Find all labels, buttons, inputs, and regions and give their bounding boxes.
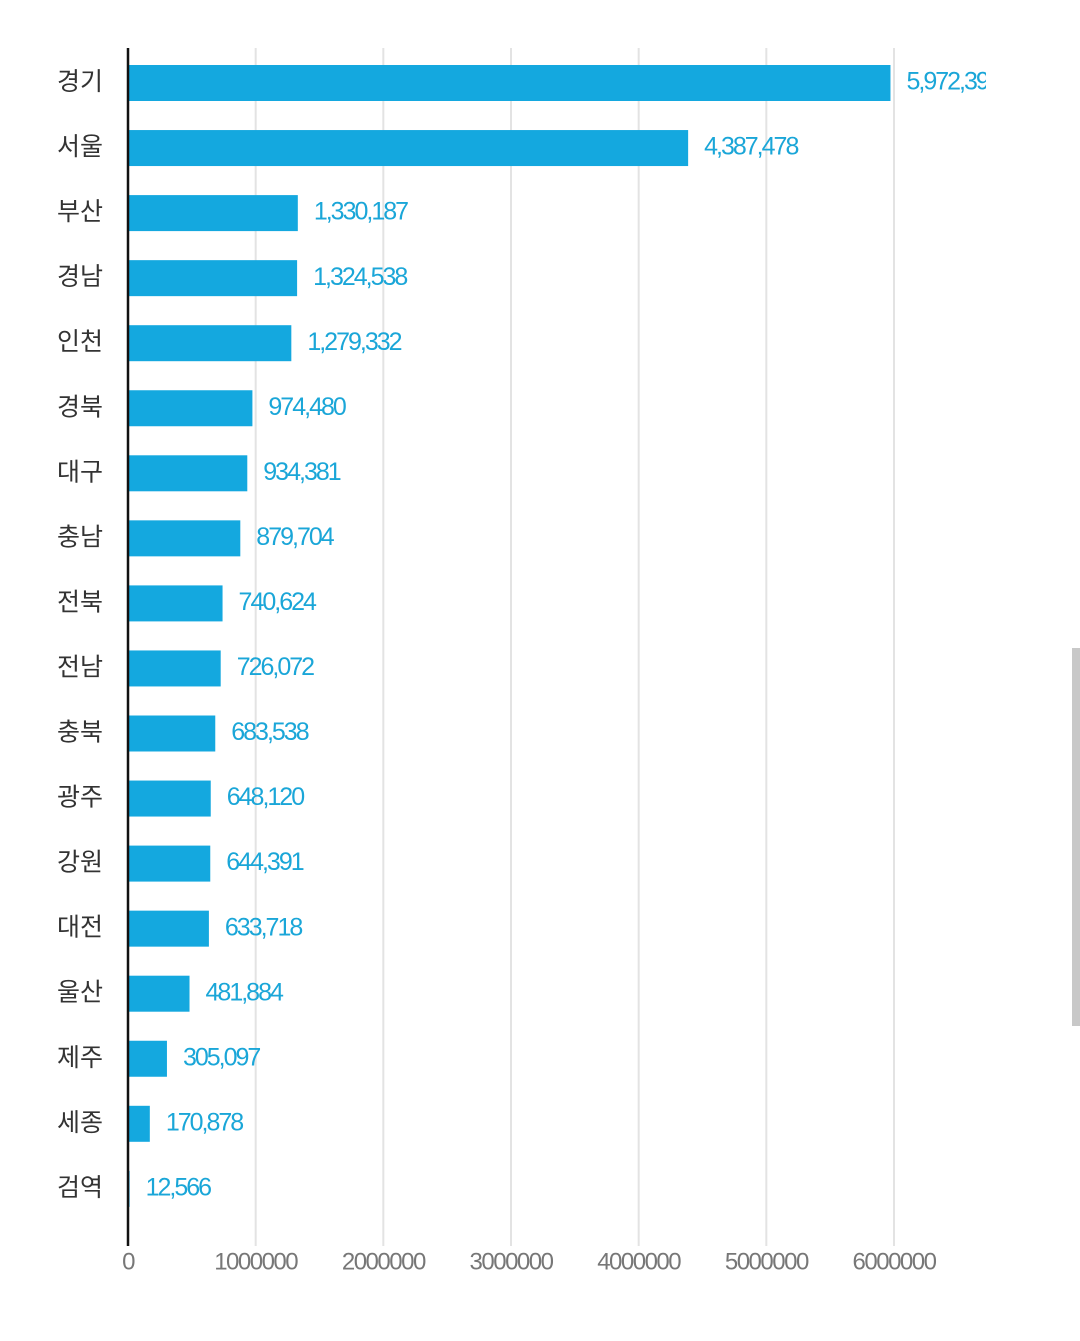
value-label: 5,972,390 <box>906 68 1000 96</box>
bar <box>128 975 190 1012</box>
value-label: 4,387,478 <box>704 133 798 161</box>
category-label: 광주 <box>57 783 103 812</box>
bar <box>128 65 891 101</box>
bar <box>128 260 298 297</box>
bar <box>128 455 248 492</box>
value-label: 481,884 <box>206 978 284 1006</box>
value-label: 12,566 <box>146 1173 212 1201</box>
category-label: 검역 <box>57 1173 103 1202</box>
value-label: 726,072 <box>237 653 314 681</box>
value-label: 1,324,538 <box>313 263 407 291</box>
x-tick-label: 3000000 <box>470 1248 554 1275</box>
value-label: 879,704 <box>256 523 334 551</box>
bar <box>128 1040 167 1077</box>
bar <box>128 780 211 817</box>
category-label: 경북 <box>57 392 103 421</box>
bar <box>128 195 298 232</box>
category-label: 대구 <box>57 457 103 486</box>
bar <box>128 325 292 362</box>
category-label: 경기 <box>57 67 103 96</box>
value-label: 170,878 <box>166 1108 243 1136</box>
category-label: 충북 <box>57 718 103 747</box>
value-label: 683,538 <box>231 718 308 746</box>
bar <box>128 390 253 427</box>
category-label: 부산 <box>57 197 103 226</box>
bar <box>128 845 211 882</box>
bar <box>128 585 223 622</box>
category-label: 경남 <box>57 262 103 291</box>
category-label: 인천 <box>57 327 103 356</box>
bar <box>128 715 216 752</box>
value-label: 1,330,187 <box>314 198 408 226</box>
x-tick-label: 1000000 <box>214 1248 298 1275</box>
bar <box>128 1105 150 1142</box>
category-label: 강원 <box>57 848 103 877</box>
category-label: 제주 <box>57 1043 103 1072</box>
bar <box>128 520 241 557</box>
category-label: 서울 <box>57 132 103 161</box>
category-label: 전북 <box>57 587 103 616</box>
value-label: 648,120 <box>227 783 304 811</box>
value-label: 974,480 <box>268 393 345 421</box>
value-label: 934,381 <box>263 458 340 486</box>
bar <box>128 910 209 947</box>
x-tick-label: 2000000 <box>342 1248 426 1275</box>
value-label: 644,391 <box>226 848 303 876</box>
value-label: 633,718 <box>225 913 302 941</box>
value-label: 305,097 <box>183 1043 260 1071</box>
category-label: 충남 <box>57 522 103 551</box>
bar <box>128 650 221 687</box>
value-label: 740,624 <box>239 588 317 616</box>
bar <box>128 130 689 167</box>
x-tick-label: 5000000 <box>725 1248 809 1275</box>
x-tick-label: 6000000 <box>853 1248 937 1275</box>
category-label: 전남 <box>57 652 103 681</box>
value-label: 1,279,332 <box>307 328 401 356</box>
category-label: 울산 <box>57 978 103 1007</box>
scrollbar <box>1072 648 1080 1026</box>
x-tick-label: 4000000 <box>597 1248 681 1275</box>
x-tick-label: 0 <box>122 1248 135 1275</box>
category-label: 세종 <box>57 1108 103 1137</box>
category-label: 대전 <box>57 913 103 942</box>
